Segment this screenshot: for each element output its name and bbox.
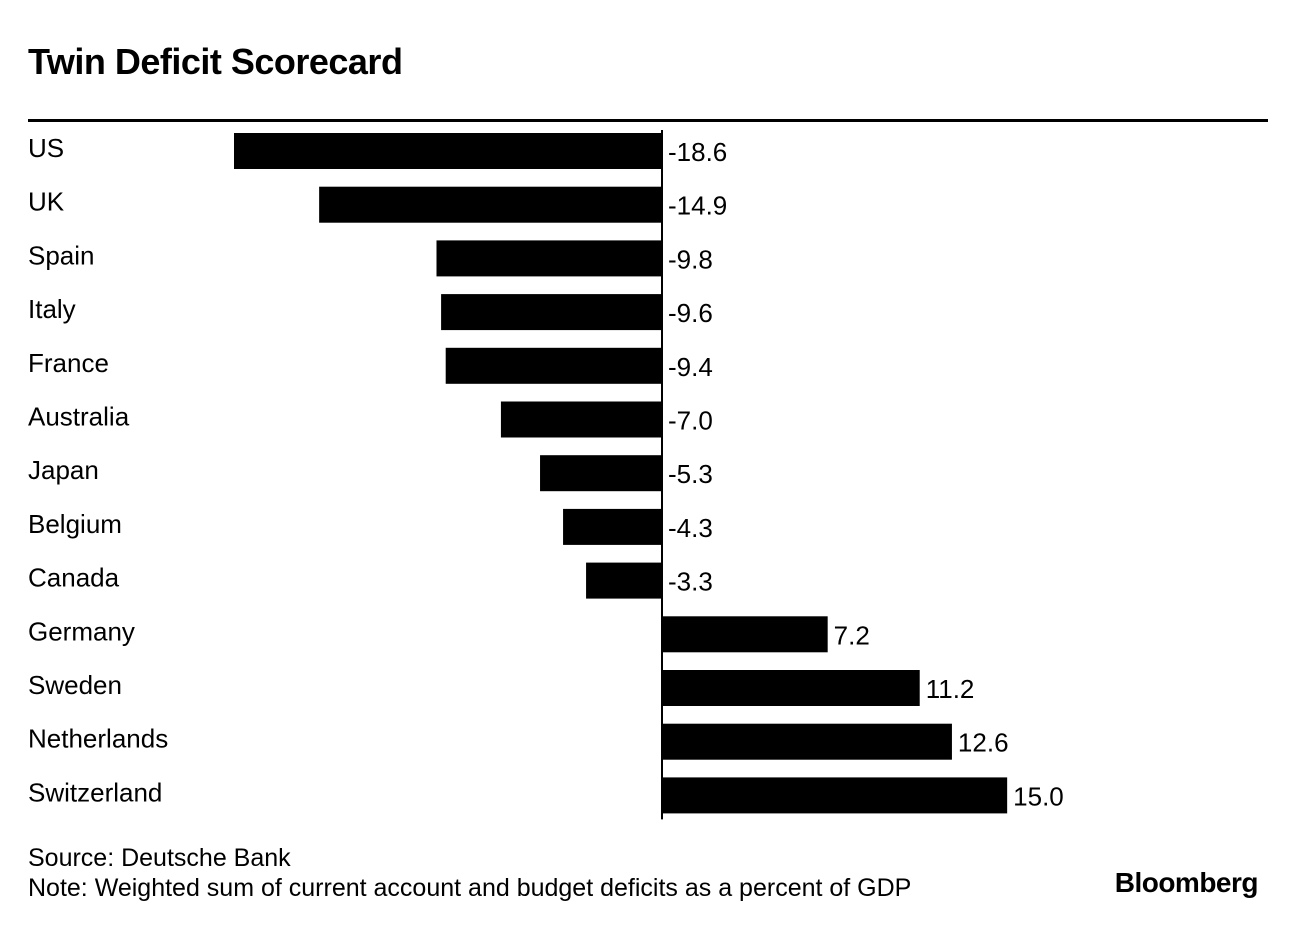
bar [662,777,1008,814]
category-label: Italy [28,294,76,324]
category-label: Sweden [28,670,122,700]
bar [540,455,662,492]
category-label: Australia [28,402,130,432]
value-label: -7.0 [668,406,713,436]
category-label: Netherlands [28,724,168,754]
value-label: 15.0 [1013,781,1064,811]
value-label: -14.9 [668,191,727,221]
category-label: Spain [28,240,95,270]
category-label: France [28,348,109,378]
value-label: 12.6 [958,728,1009,758]
bar [445,347,662,384]
bar [662,616,828,653]
value-label: -9.4 [668,352,713,382]
value-label: -5.3 [668,459,713,489]
source-note: Source: Deutsche Bank [28,844,291,872]
category-label: US [28,133,64,163]
category-label: Belgium [28,509,122,539]
category-label: Germany [28,616,135,646]
category-label: Japan [28,455,99,485]
title-divider [28,119,1268,122]
bar [234,133,662,169]
bar [319,186,662,223]
category-label: Switzerland [28,777,162,807]
value-label: -9.6 [668,298,713,328]
value-label: -4.3 [668,513,713,543]
bar [441,294,662,331]
value-label: -3.3 [668,567,713,597]
chart-title: Twin Deficit Scorecard [28,41,403,82]
bar [662,723,952,760]
bar [500,401,662,438]
footnote: Note: Weighted sum of current account an… [28,874,912,902]
bar [662,670,920,706]
bloomberg-logo: Bloomberg [1114,867,1259,898]
value-label: -18.6 [668,137,727,167]
value-label: 7.2 [834,620,870,650]
bar [563,508,662,545]
bar [586,562,662,599]
category-label: Canada [28,563,120,593]
category-label: UK [28,187,65,217]
value-label: 11.2 [926,674,975,704]
value-label: -9.8 [668,244,713,274]
bar [436,240,662,277]
